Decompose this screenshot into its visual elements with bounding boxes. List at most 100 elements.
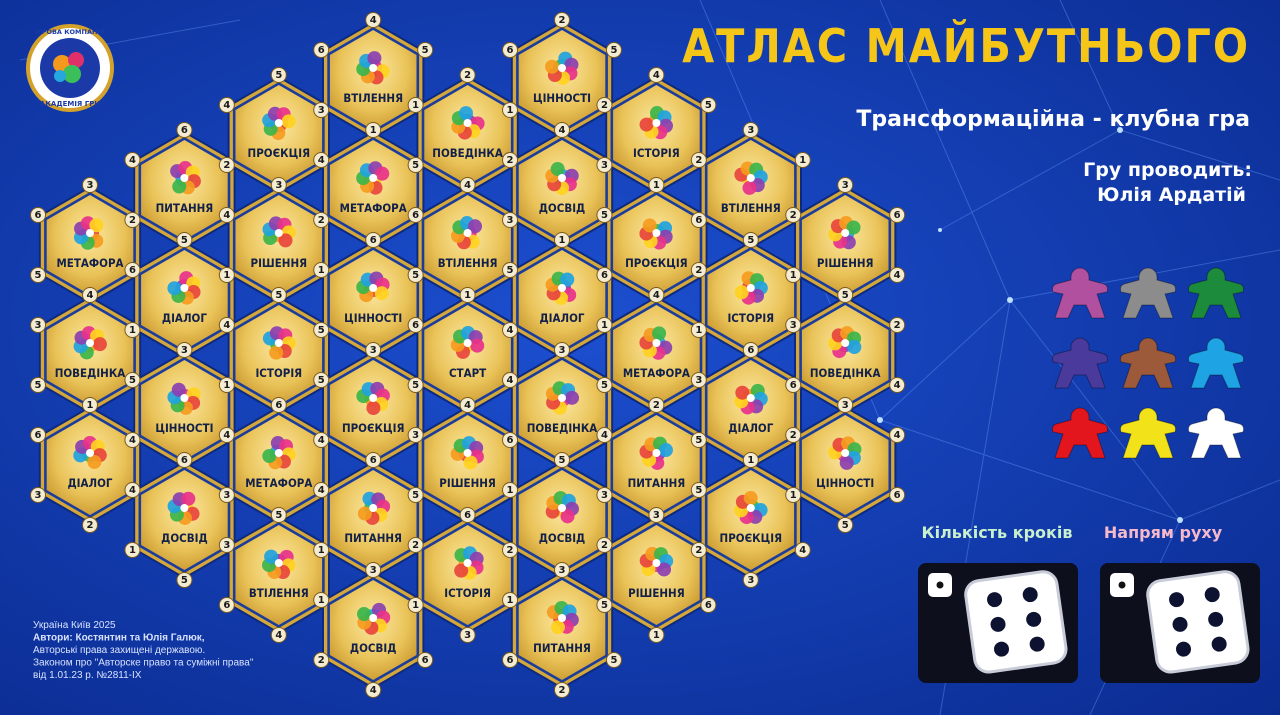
- vertex-badge: [218, 537, 235, 553]
- icon-center: [652, 449, 661, 457]
- hex-tile: ДОСВІД543621: [502, 452, 622, 588]
- vertex-badge: [742, 572, 759, 588]
- vertex-number: 6: [370, 235, 377, 246]
- tile-label: ПОВЕДІНКА: [810, 366, 881, 380]
- meeple: [1187, 267, 1245, 319]
- vertex-badge: [700, 97, 717, 113]
- vertex-badge: [124, 152, 141, 168]
- vertex-badge: [648, 397, 665, 413]
- vertex-number: 4: [370, 685, 377, 696]
- vertex-number: 4: [507, 325, 514, 336]
- vertex-badge: [889, 267, 906, 283]
- vertex-badge: [365, 452, 382, 468]
- vertex-badge: [270, 287, 287, 303]
- vertex-number: 5: [695, 435, 702, 446]
- vertex-number: 2: [695, 545, 702, 556]
- hex-face: [235, 195, 323, 295]
- icon-center: [274, 119, 283, 127]
- meeple: [1119, 337, 1177, 389]
- hex-tile: ПОВЕДІНКА263451: [407, 67, 528, 203]
- vertex-badge: [30, 427, 47, 443]
- vertex-badge: [554, 682, 570, 698]
- vertex-badge: [690, 152, 707, 168]
- vertex-badge: [648, 627, 665, 643]
- tile-icon: [639, 326, 673, 360]
- vertex-number: 2: [559, 685, 566, 696]
- meeple: [1119, 267, 1177, 319]
- vertex-badge: [407, 207, 424, 223]
- vertex-badge: [596, 317, 613, 333]
- big-die-pip: [1026, 611, 1042, 627]
- meeple: [1051, 337, 1109, 389]
- tile-icon: [545, 381, 579, 415]
- title: АТЛАС МАЙБУТНЬОГО: [682, 19, 1250, 73]
- vertex-number: 3: [370, 565, 377, 576]
- vertex-badge: [502, 542, 519, 558]
- tile-icon: [356, 381, 390, 415]
- vertex-badge: [30, 317, 47, 333]
- vertex-number: 2: [601, 100, 608, 111]
- vertex-badge: [648, 177, 665, 193]
- host-name: Юлія Ардатій: [1097, 184, 1246, 206]
- tile-icon: [639, 218, 673, 250]
- icon-center: [746, 394, 755, 402]
- vertex-number: 6: [422, 655, 429, 666]
- vertex-number: 2: [464, 70, 471, 81]
- icon-blob: [839, 455, 854, 470]
- vertex-number: 1: [223, 380, 230, 391]
- vertex-number: 5: [559, 455, 566, 466]
- icon-blob: [743, 491, 758, 506]
- vertex-badge: [124, 542, 141, 558]
- vertex-badge: [313, 372, 330, 388]
- icon-blob: [262, 449, 277, 464]
- vertex-badge: [313, 432, 330, 448]
- vertex-badge: [459, 67, 476, 83]
- tile-label: ЦІННОСТІ: [533, 91, 591, 105]
- vertex-number: 1: [412, 600, 419, 611]
- vertex-badge: [785, 267, 802, 283]
- tile-label: ДІАЛОГ: [67, 476, 112, 490]
- icon-blob: [652, 326, 667, 341]
- vertex-number: 6: [318, 45, 325, 56]
- icon-blob: [357, 607, 372, 622]
- vertex-number: 4: [275, 630, 282, 641]
- icon-center: [86, 449, 94, 457]
- vertex-badge: [313, 212, 330, 228]
- vertex-number: 6: [223, 600, 230, 611]
- tile-label: ЦІННОСТІ: [155, 421, 213, 435]
- vertex-badge: [459, 507, 476, 523]
- big-die-pip: [994, 641, 1010, 657]
- tile-label: ЦІННОСТІ: [816, 476, 874, 490]
- tile-icon: [451, 216, 483, 250]
- vertex-badge: [889, 317, 906, 333]
- vertex-badge: [837, 287, 854, 303]
- hex-tile: РІШЕННЯ 3 6 4 5 1 2: [785, 177, 906, 313]
- icon-center: [652, 559, 661, 567]
- vertex-badge: [313, 542, 330, 558]
- icon-center: [558, 64, 566, 72]
- vertex-badge: [596, 487, 613, 503]
- vertex-number: 4: [318, 155, 325, 166]
- icon-center: [558, 614, 566, 622]
- vertex-number: 4: [223, 320, 230, 331]
- tile-icon: [73, 436, 107, 469]
- meeple: [1187, 337, 1245, 389]
- dice-box: [918, 563, 1078, 683]
- vertex-number: 5: [181, 575, 188, 586]
- vertex-badge: [742, 342, 759, 358]
- vertex-badge: [554, 562, 570, 578]
- hex-tile: РІШЕННЯ346152: [596, 507, 717, 643]
- vertex-number: 3: [370, 345, 377, 356]
- vertex-badge: [270, 627, 287, 643]
- vertex-badge: [700, 597, 717, 613]
- vertex-number: 4: [507, 375, 514, 386]
- vertex-badge: [605, 42, 622, 58]
- icon-center: [274, 339, 283, 347]
- vertex-number: 6: [790, 380, 797, 391]
- vertex-badge: [313, 592, 330, 608]
- vertex-badge: [889, 207, 906, 223]
- vertex-badge: [596, 427, 613, 443]
- tile-icon: [167, 382, 201, 415]
- vertex-badge: [502, 372, 519, 388]
